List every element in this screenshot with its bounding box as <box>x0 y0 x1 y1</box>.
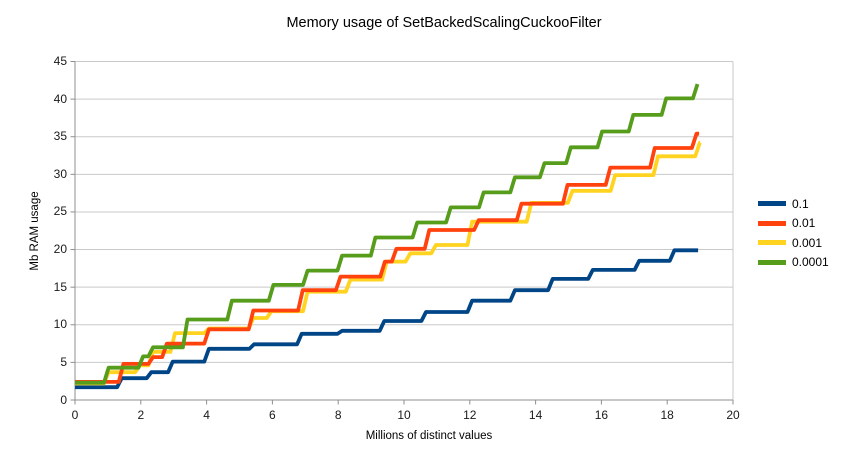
y-tick-label-0: 0 <box>60 392 67 407</box>
legend-item: 0.1 <box>758 194 829 214</box>
legend-swatch-2 <box>758 240 786 246</box>
legend: 0.1 0.01 0.001 0.0001 <box>758 194 829 272</box>
y-tick-label-45: 45 <box>53 54 67 68</box>
series-line-0.01 <box>75 131 700 384</box>
x-axis-title: Millions of distinct values <box>365 430 493 442</box>
x-tick-label-6: 6 <box>269 408 276 422</box>
x-tick-label-20: 20 <box>726 408 740 422</box>
x-tick-label-4: 4 <box>203 408 210 422</box>
legend-label: 0.001 <box>792 235 823 250</box>
series-line-0.1 <box>75 248 699 390</box>
y-tick-label-40: 40 <box>53 91 67 106</box>
legend-item: 0.001 <box>758 233 829 253</box>
x-tick-label-16: 16 <box>594 408 609 422</box>
x-tick-label-12: 12 <box>463 408 477 422</box>
y-tick-label-25: 25 <box>53 204 67 219</box>
x-tick-label-0: 0 <box>71 408 79 422</box>
x-tick-label-10: 10 <box>397 408 411 422</box>
y-tick-label-20: 20 <box>53 242 67 257</box>
y-tick-label-30: 30 <box>53 166 67 181</box>
x-tick-label-18: 18 <box>660 408 674 422</box>
legend-swatch-1 <box>758 220 786 226</box>
legend-label: 0.01 <box>792 216 816 231</box>
x-tick-label-2: 2 <box>137 408 145 422</box>
legend-swatch-3 <box>758 259 786 265</box>
chart-title: Memory usage of SetBackedScalingCuckooFi… <box>286 15 602 31</box>
series-line-0.001 <box>75 140 702 386</box>
legend-swatch-0 <box>758 201 786 207</box>
legend-item: 0.01 <box>758 214 829 234</box>
y-tick-label-35: 35 <box>53 129 67 144</box>
y-tick-label-5: 5 <box>60 354 67 369</box>
legend-item: 0.0001 <box>758 253 829 273</box>
x-tick-label-8: 8 <box>334 408 342 422</box>
legend-label: 0.0001 <box>792 255 829 270</box>
series-line-0.0001 <box>75 83 700 385</box>
y-tick-label-15: 15 <box>53 279 67 294</box>
y-tick-label-10: 10 <box>53 317 67 332</box>
legend-label: 0.1 <box>792 196 809 211</box>
x-tick-label-14: 14 <box>528 408 543 422</box>
